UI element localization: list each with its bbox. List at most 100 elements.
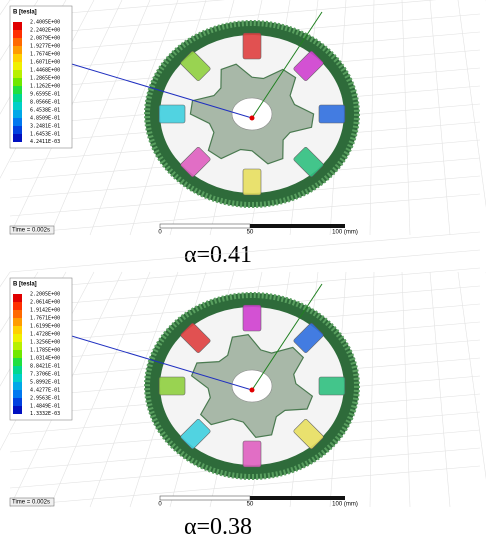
legend-swatch [13, 38, 22, 46]
scale-bar [250, 224, 345, 228]
legend-swatch [13, 86, 22, 94]
legend-value: 1.9142E+00 [30, 308, 60, 314]
legend-swatch [13, 334, 22, 342]
origin [250, 388, 255, 393]
grid [0, 0, 10, 235]
legend-swatch [13, 390, 22, 398]
scale-label: 100 (mm) [332, 502, 358, 508]
legend-value: 1.6071E+00 [30, 60, 60, 66]
legend-swatch [13, 54, 22, 62]
legend-value: 7.3706E-01 [30, 372, 60, 378]
legend-value: 1.1262E+00 [30, 84, 60, 90]
legend-swatch [13, 406, 22, 414]
magnet [319, 105, 345, 123]
legend-swatch [13, 358, 22, 366]
legend-value: 1.1785E+00 [30, 348, 60, 354]
legend-value: 2.9563E-01 [30, 396, 60, 402]
legend-value: 1.3256E+00 [30, 340, 60, 346]
magnet [243, 33, 261, 59]
legend-value: 1.0314E+00 [30, 356, 60, 362]
scale-label: 100 (mm) [332, 230, 358, 236]
grid [458, 272, 486, 507]
legend-value: 2.0879E+00 [30, 36, 60, 42]
magnet [243, 441, 261, 467]
legend-value: 1.4468E+00 [30, 68, 60, 74]
scale-label: 50 [247, 230, 254, 236]
scale-bar [160, 496, 250, 500]
legend-swatch [13, 30, 22, 38]
legend-value: 3.2481E-01 [30, 124, 60, 130]
legend-swatch [13, 398, 22, 406]
origin [250, 116, 255, 121]
magnet [159, 377, 185, 395]
legend-value: 1.9277E+00 [30, 44, 60, 50]
legend-value: 8.8421E-01 [30, 364, 60, 370]
scale-bar [160, 224, 250, 228]
caption: α=0.41 [184, 242, 252, 268]
legend-swatch [13, 46, 22, 54]
panel: B [tesla] 2.2005E+00 2.0614E+00 1.9142E+00 1… [0, 232, 486, 540]
scale-bar [250, 496, 345, 500]
legend-swatch [13, 102, 22, 110]
legend-value: 1.6453E-01 [30, 132, 60, 138]
legend-value: 2.2005E+00 [30, 292, 60, 298]
legend-value: 1.6199E+00 [30, 324, 60, 330]
legend-swatch [13, 22, 22, 30]
grid [458, 0, 486, 235]
grid [370, 272, 374, 507]
legend-swatch [13, 94, 22, 102]
grid [402, 272, 410, 507]
legend-swatch [13, 70, 22, 78]
figure: B [tesla] 2.4005E+00 2.2402E+00 2.0879E+00 1… [0, 0, 486, 546]
legend-value: 1.3332E-03 [30, 411, 60, 417]
legend-value: 1.2865E+00 [30, 76, 60, 82]
scale-label: 0 [158, 502, 162, 508]
legend-value: 6.4538E-01 [30, 108, 60, 114]
legend-value: 4.8509E-01 [30, 116, 60, 122]
grid [0, 272, 10, 507]
legend-swatch [13, 310, 22, 318]
time-label: Time = 0.002s [12, 228, 50, 234]
caption: α=0.38 [184, 514, 252, 540]
legend-value: 2.2402E+00 [30, 28, 60, 34]
legend-swatch [13, 318, 22, 326]
scale-label: 50 [247, 502, 254, 508]
legend-swatch [13, 326, 22, 334]
legend-swatch [13, 366, 22, 374]
legend-value: 8.0566E-01 [30, 100, 60, 106]
legend-value: 9.6595E-01 [30, 92, 60, 98]
legend-title: B [tesla] [13, 10, 37, 16]
legend-swatch [13, 110, 22, 118]
legend-swatch [13, 382, 22, 390]
magnet [243, 169, 261, 195]
legend-value: 1.4728E+00 [30, 332, 60, 338]
legend-value: 4.2411E-03 [30, 139, 60, 145]
legend-swatch [13, 302, 22, 310]
magnet [159, 105, 185, 123]
legend-value: 2.4005E+00 [30, 20, 60, 26]
legend-swatch [13, 294, 22, 302]
legend-swatch [13, 134, 22, 142]
legend-swatch [13, 342, 22, 350]
legend-swatch [13, 374, 22, 382]
legend-value: 1.7671E+00 [30, 316, 60, 322]
time-label: Time = 0.002s [12, 500, 50, 506]
grid [370, 0, 374, 235]
legend-swatch [13, 78, 22, 86]
legend-value: 1.7674E+00 [30, 52, 60, 58]
legend-value: 2.0614E+00 [30, 300, 60, 306]
legend-value: 4.4277E-01 [30, 388, 60, 394]
legend-swatch [13, 350, 22, 358]
grid [402, 0, 410, 235]
legend-swatch [13, 118, 22, 126]
magnet [243, 305, 261, 331]
legend-swatch [13, 126, 22, 134]
magnet [319, 377, 345, 395]
scale-label: 0 [158, 230, 162, 236]
legend-title: B [tesla] [13, 282, 37, 288]
grid [10, 0, 480, 18]
legend-swatch [13, 62, 22, 70]
panel: B [tesla] 2.4005E+00 2.2402E+00 2.0879E+00 1… [0, 0, 486, 268]
legend-value: 1.4849E-01 [30, 404, 60, 410]
legend-value: 5.8992E-01 [30, 380, 60, 386]
